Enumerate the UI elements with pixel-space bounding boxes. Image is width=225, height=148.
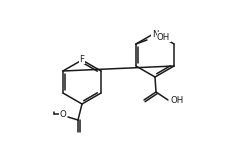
- Text: OH: OH: [170, 95, 184, 104]
- Text: F: F: [79, 54, 85, 63]
- Text: O: O: [60, 110, 66, 119]
- Text: N: N: [152, 29, 158, 38]
- Text: OH: OH: [157, 33, 170, 41]
